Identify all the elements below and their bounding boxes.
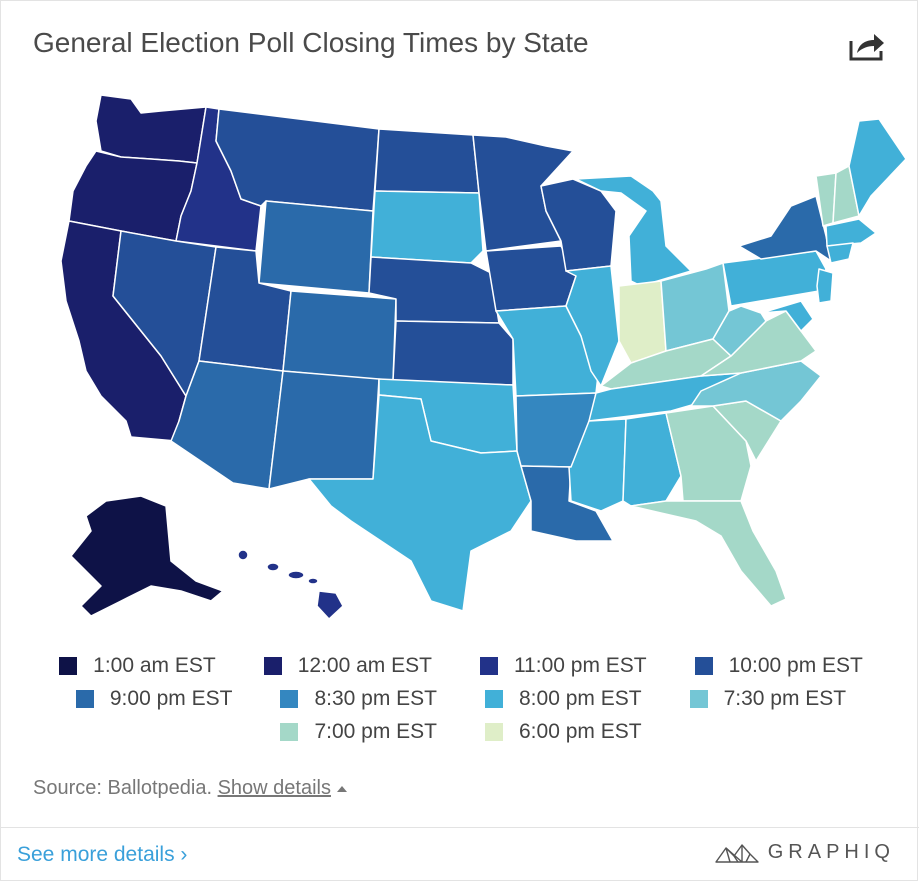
legend-item[interactable]: 6:00 pm EST [485, 720, 642, 744]
legend-swatch [485, 689, 503, 708]
state-montana[interactable] [215, 108, 380, 212]
legend-label: 10:00 pm EST [728, 653, 863, 677]
state-new-york[interactable] [738, 195, 832, 262]
state-illinois[interactable] [565, 265, 620, 387]
brand-name: GRAPHIQ [767, 841, 895, 863]
legend-label: 7:30 pm EST [723, 686, 847, 710]
state-iowa[interactable] [485, 245, 577, 312]
state-hawaii[interactable] [237, 549, 344, 620]
state-pennsylvania[interactable] [722, 250, 827, 307]
state-wyoming[interactable] [258, 200, 374, 294]
state-indiana[interactable] [618, 280, 667, 364]
legend-label: 8:30 pm EST [314, 686, 437, 710]
brand[interactable]: GRAPHIQ [714, 841, 895, 864]
legend-label: 11:00 pm EST [513, 653, 647, 677]
legend-swatch [263, 656, 282, 675]
legend-item[interactable]: 8:30 pm EST [280, 687, 437, 711]
source-text: Source: Ballotpedia. [33, 777, 218, 799]
page-title: General Election Poll Closing Times by S… [33, 27, 589, 58]
state-south-dakota[interactable] [370, 190, 484, 264]
legend-swatch [280, 722, 299, 741]
state-connecticut[interactable] [826, 242, 854, 264]
legend: 1:00 am EST 12:00 am EST 11:00 pm EST 10… [1, 649, 920, 748]
legend-item[interactable]: 1:00 am EST [59, 654, 216, 678]
legend-swatch [280, 689, 299, 708]
state-maine[interactable] [848, 118, 907, 217]
state-new-mexico[interactable] [268, 370, 380, 490]
state-north-dakota[interactable] [374, 128, 480, 194]
state-florida[interactable] [630, 500, 787, 607]
state-texas[interactable] [308, 394, 532, 612]
legend-item[interactable]: 12:00 am EST [263, 653, 432, 678]
see-more-link[interactable]: See more details › [17, 843, 188, 866]
legend-item[interactable]: 11:00 pm EST [479, 653, 647, 678]
legend-label: 12:00 am EST [297, 653, 432, 677]
legend-label: 6:00 pm EST [519, 719, 642, 743]
legend-label: 1:00 am EST [93, 653, 216, 677]
legend-label: 7:00 pm EST [314, 719, 437, 743]
show-details-link[interactable]: Show details [217, 777, 331, 799]
share-icon[interactable] [847, 29, 887, 63]
legend-item[interactable]: 7:00 pm EST [280, 720, 437, 744]
legend-swatch [689, 689, 708, 708]
state-new-jersey[interactable] [816, 268, 834, 304]
legend-item[interactable]: 8:00 pm EST [485, 687, 642, 711]
legend-row: 9:00 pm EST 8:30 pm EST 8:00 pm EST 7:30… [1, 682, 920, 715]
caret-up-icon [336, 785, 347, 792]
divider [1, 827, 919, 828]
legend-swatch [694, 656, 713, 675]
legend-item[interactable]: 7:30 pm EST [689, 686, 847, 711]
graphiq-logo-icon [715, 843, 759, 863]
legend-swatch [485, 722, 503, 741]
legend-swatch [75, 689, 94, 708]
state-colorado[interactable] [282, 290, 397, 382]
state-kansas[interactable] [392, 320, 514, 386]
state-alaska[interactable] [70, 495, 224, 617]
legend-row: 1:00 am EST 12:00 am EST 11:00 pm EST 10… [1, 649, 920, 682]
legend-item[interactable]: 10:00 pm EST [694, 653, 863, 678]
legend-item[interactable]: 9:00 pm EST [75, 686, 233, 711]
us-map [60, 94, 907, 620]
legend-label: 8:00 pm EST [519, 686, 642, 710]
state-maryland[interactable] [760, 300, 814, 332]
source-line: Source: Ballotpedia. Show details [33, 777, 347, 800]
state-massachusetts[interactable] [825, 218, 877, 247]
state-washington[interactable] [95, 94, 207, 164]
legend-swatch [59, 656, 78, 675]
legend-swatch [479, 656, 498, 675]
legend-row: 7:00 pm EST 6:00 pm EST [1, 715, 920, 748]
state-virginia[interactable] [700, 310, 817, 377]
legend-label: 9:00 pm EST [109, 686, 233, 710]
